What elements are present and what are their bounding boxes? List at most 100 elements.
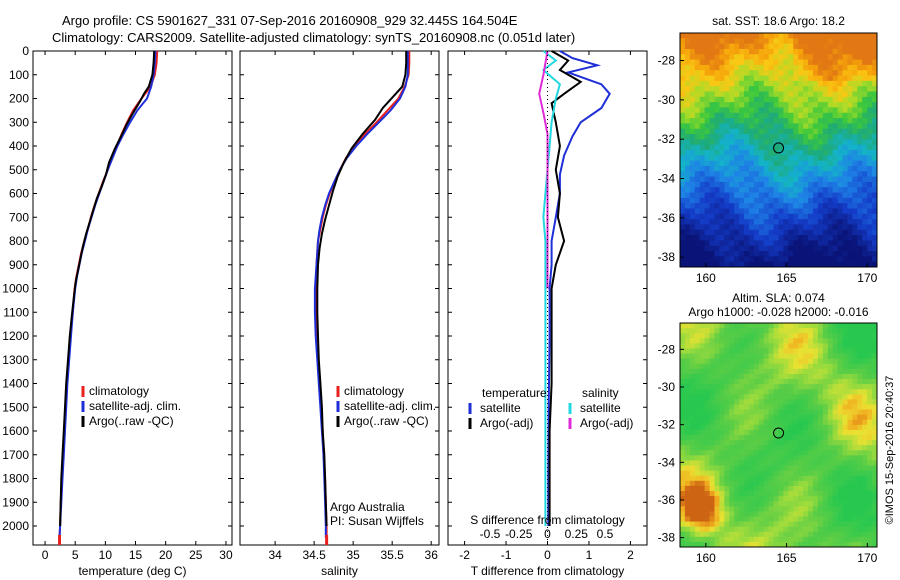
heatmap-cell xyxy=(684,368,691,375)
heatmap-cell xyxy=(744,485,750,492)
heatmap-cell xyxy=(837,197,843,204)
heatmap-cell xyxy=(714,240,720,247)
heatmap-cell xyxy=(867,424,873,431)
heatmap-cell xyxy=(852,203,858,209)
heatmap-cell xyxy=(803,435,809,441)
heatmap-cell xyxy=(872,171,878,177)
heatmap-cell xyxy=(812,144,819,151)
heatmap-cell xyxy=(734,541,740,548)
y-tick-label: 1300 xyxy=(2,353,29,367)
heatmap-cell xyxy=(699,203,706,209)
heatmap-cell xyxy=(803,208,809,215)
heatmap-cell xyxy=(729,373,735,380)
heatmap-cell xyxy=(847,440,853,446)
heatmap-cell xyxy=(699,404,706,410)
heatmap-cell xyxy=(857,165,863,172)
x-tick-label: 1 xyxy=(586,548,593,562)
heatmap-cell xyxy=(744,455,750,461)
heatmap-cell xyxy=(689,368,696,375)
heatmap-cell xyxy=(704,261,710,268)
heatmap-cell xyxy=(744,123,750,130)
heatmap-cell xyxy=(753,181,760,188)
heatmap-cell xyxy=(847,96,853,103)
heatmap-cell xyxy=(872,33,878,39)
heatmap-cell xyxy=(832,203,838,209)
heatmap-cell xyxy=(734,384,740,390)
heatmap-cell xyxy=(783,348,789,354)
heatmap-cell xyxy=(852,348,858,354)
heatmap-cell xyxy=(704,102,710,108)
heatmap-cell xyxy=(817,165,824,172)
heatmap-cell xyxy=(768,38,774,45)
heatmap-cell xyxy=(808,511,814,517)
heatmap-cell xyxy=(847,419,853,426)
heatmap-cell xyxy=(709,455,715,461)
heatmap-cell xyxy=(808,171,814,177)
heatmap-cell xyxy=(753,144,760,151)
heatmap-cell xyxy=(862,123,868,130)
heatmap-cell xyxy=(744,379,750,385)
heatmap-cell xyxy=(680,414,686,421)
heatmap-cell xyxy=(699,389,706,395)
heatmap-cell xyxy=(734,155,740,162)
heatmap-cell xyxy=(857,107,863,114)
heatmap-cell xyxy=(709,208,715,215)
heatmap-cell xyxy=(724,80,730,87)
heatmap-cell xyxy=(837,229,843,236)
heatmap-cell xyxy=(768,181,774,188)
heatmap-cell xyxy=(793,38,799,45)
heatmap-cell xyxy=(694,379,701,385)
heatmap-cell xyxy=(680,43,686,50)
heatmap-cell xyxy=(867,363,873,370)
heatmap-cell xyxy=(699,414,706,421)
heatmap-cell xyxy=(694,160,701,167)
heatmap-cell xyxy=(788,521,794,528)
heatmap-cell xyxy=(748,197,755,204)
heatmap-cell xyxy=(768,389,774,395)
heatmap-cell xyxy=(744,424,750,431)
heatmap-cell xyxy=(680,541,686,548)
heatmap-cell xyxy=(832,409,838,416)
heatmap-cell xyxy=(714,536,720,543)
heatmap-cell xyxy=(793,171,799,177)
heatmap-cell xyxy=(788,208,794,215)
temperature-xlabel: temperature (deg C) xyxy=(78,564,186,578)
heatmap-cell xyxy=(857,229,863,236)
heatmap-cell xyxy=(832,435,838,441)
heatmap-cell xyxy=(709,187,715,193)
heatmap-cell xyxy=(803,384,809,390)
heatmap-cell xyxy=(793,526,799,533)
heatmap-cell xyxy=(768,33,774,39)
heatmap-cell xyxy=(763,192,770,199)
heatmap-cell xyxy=(709,409,715,416)
heatmap-cell xyxy=(788,48,794,55)
imos-watermark: ©IMOS 15-Sep-2016 20:40:37 xyxy=(884,376,896,525)
heatmap-cell xyxy=(852,219,858,225)
heatmap-cell xyxy=(758,192,765,199)
heatmap-cell xyxy=(857,480,863,487)
heatmap-cell xyxy=(847,91,853,98)
heatmap-cell xyxy=(729,429,735,436)
pi-annotation: PI: Susan Wijffels xyxy=(330,514,424,528)
heatmap-cell xyxy=(768,64,774,71)
heatmap-cell xyxy=(748,501,755,507)
heatmap-cell xyxy=(719,414,725,421)
heatmap-cell xyxy=(857,43,863,50)
heatmap-cell xyxy=(847,208,853,215)
heatmap-cell xyxy=(817,70,824,76)
heatmap-cell xyxy=(753,475,760,482)
heatmap-cell xyxy=(847,373,853,380)
heatmap-cell xyxy=(704,144,710,151)
heatmap-cell xyxy=(739,128,745,135)
heatmap-cell xyxy=(847,33,853,39)
heatmap-cell xyxy=(768,75,774,82)
heatmap-cell xyxy=(817,475,824,482)
heatmap-cell xyxy=(704,155,710,162)
heatmap-cell xyxy=(837,128,843,135)
heatmap-cell xyxy=(788,171,794,177)
heatmap-cell xyxy=(857,323,863,329)
heatmap-cell xyxy=(778,240,784,247)
heatmap-cell xyxy=(837,343,843,349)
heatmap-cell xyxy=(778,353,784,360)
heatmap-cell xyxy=(852,363,858,370)
